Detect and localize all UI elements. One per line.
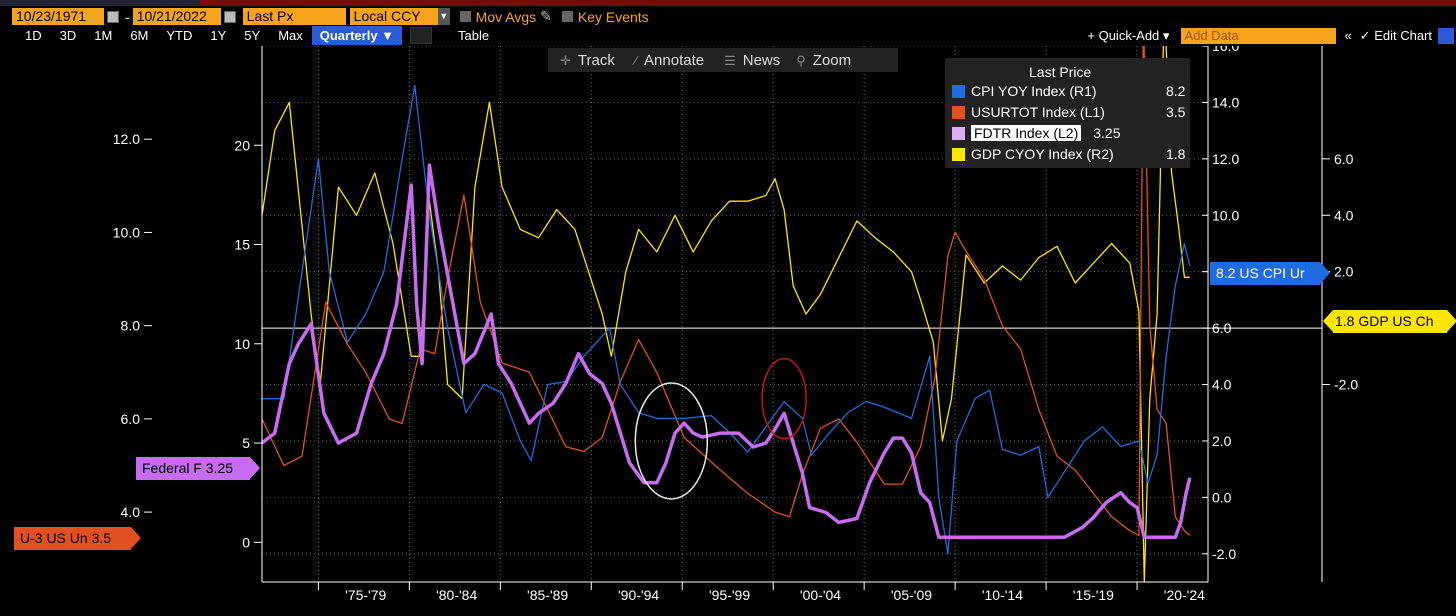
r1-tick-label: 6.0 <box>1212 320 1232 336</box>
l2-tick-label: 5 <box>242 435 250 451</box>
range-button-5y[interactable]: 5Y <box>244 28 261 43</box>
r2-tick-label: -2.0 <box>1334 377 1358 393</box>
legend-item-usurtot[interactable]: USURTOT Index (L1) 3.5 <box>952 103 1187 121</box>
l1-tick-label: 8.0 <box>121 318 141 334</box>
cpi-price-tag: 8.2 US CPI Ur <box>1210 262 1330 285</box>
end-date-field[interactable]: 10/21/2022 <box>132 8 221 25</box>
fed-price-tag: Federal F 3.25 <box>136 457 260 480</box>
annotate-tool[interactable]: ⁄ Annotate <box>634 51 705 69</box>
range-toolbar: 1D 3D 1M 6M YTD 1Y 5Y Max Quarterly ▼ Table + Q… <box>0 26 1456 45</box>
r1-tick-label: 16.0 <box>1212 46 1239 54</box>
calendar-icon[interactable] <box>107 10 119 23</box>
legend: Last Price CPI YOY Index (R1) 8.2 USURTOT… <box>945 58 1190 168</box>
calendar-icon-end[interactable] <box>223 10 236 23</box>
x-tick-label: '80-'84 <box>436 587 477 603</box>
series-line-usurtot <box>261 46 1191 537</box>
legend-item-gdp[interactable]: GDP CYOY Index (R2) 1.8 <box>952 145 1187 163</box>
annotations <box>634 357 807 500</box>
range-button-max[interactable]: Max <box>278 28 303 43</box>
zoom-tool[interactable]: ⚲ Zoom <box>796 51 852 69</box>
period-select[interactable]: Quarterly ▼ <box>311 26 403 45</box>
right-tools: + Quick-Add ▾ Add Data « ✓ Edit Chart <box>1087 26 1456 45</box>
series-line-cpi <box>262 84 1191 555</box>
table-button[interactable]: Table <box>458 28 490 43</box>
key-events-label: Key Events <box>577 8 649 25</box>
range-button-3d[interactable]: 3D <box>59 28 77 43</box>
r2-tick-label: 2.0 <box>1334 264 1354 280</box>
top-border <box>0 0 1456 6</box>
range-button-6m[interactable]: 6M <box>130 28 149 43</box>
currency-select[interactable]: Local CCY <box>349 8 438 25</box>
start-date-field[interactable]: 10/23/1971 <box>12 8 104 25</box>
annotate-icon: ⁄ <box>634 52 638 68</box>
range-button-ytd[interactable]: YTD <box>166 28 193 43</box>
mov-avgs-label: Mov Avgs <box>475 8 537 25</box>
range-button-1m[interactable]: 1M <box>94 28 113 43</box>
key-events-checkbox[interactable] <box>561 11 573 22</box>
r1-tick-label: 12.0 <box>1212 151 1239 167</box>
add-data-input[interactable]: Add Data <box>1181 27 1337 44</box>
x-tick-label: '85-'89 <box>527 587 568 603</box>
line-chart-icon[interactable] <box>410 27 433 44</box>
collapse-icon[interactable]: « <box>1344 28 1352 43</box>
r2-tick-label: 6.0 <box>1334 151 1354 167</box>
edit-chart-button[interactable]: ✓ Edit Chart <box>1359 27 1432 43</box>
x-tick-label: '00-'04 <box>800 587 841 603</box>
news-icon: ☰ <box>724 52 736 68</box>
x-tick-label: '05-'09 <box>891 587 932 603</box>
gdp-price-tag: 1.8 GDP US Ch <box>1323 310 1456 333</box>
x-tick-label: '75-'79 <box>345 587 386 603</box>
x-tick-label: '10-'14 <box>982 587 1023 603</box>
legend-item-cpi[interactable]: CPI YOY Index (R1) 8.2 <box>952 82 1187 100</box>
mov-avgs-checkbox[interactable] <box>459 11 471 22</box>
chart-area[interactable]: '75-'79 '80-'84 '85-'89 '90-'94 '95-'99 '00-'… <box>0 46 1456 616</box>
r1-tick-label: 10.0 <box>1212 207 1239 223</box>
search-icon: ⚲ <box>796 52 806 68</box>
legend-title: Last Price <box>1029 64 1092 80</box>
field-select[interactable]: Last Px <box>242 8 346 25</box>
range-buttons: 1D 3D 1M 6M YTD 1Y 5Y Max <box>16 26 312 45</box>
r2-tick-label: 4.0 <box>1334 207 1354 223</box>
axes: '75-'79 '80-'84 '85-'89 '90-'94 '95-'99 '00-'… <box>113 46 1358 603</box>
x-tick-label: '20-'24 <box>1164 587 1205 603</box>
l1-tick-label: 12.0 <box>113 131 140 147</box>
l2-tick-label: 10 <box>234 336 250 352</box>
annotation-ellipse <box>634 382 709 500</box>
l2-tick-label: 15 <box>234 237 250 253</box>
r1-tick-label: 0.0 <box>1212 489 1232 505</box>
r1-tick-label: 4.0 <box>1212 377 1232 393</box>
chevron-down-icon[interactable]: ▼ <box>437 8 450 25</box>
x-tick-label: '95-'99 <box>709 587 750 603</box>
series-lines <box>260 46 1192 583</box>
r1-tick-label: 2.0 <box>1212 433 1232 449</box>
x-tick-label: '15-'19 <box>1073 587 1114 603</box>
r1-tick-label: 14.0 <box>1212 94 1239 110</box>
track-tool[interactable]: ✛ Track <box>560 51 615 69</box>
l1-tick-label: 4.0 <box>121 504 141 520</box>
crosshair-icon: ✛ <box>560 52 571 68</box>
legend-item-fdtr[interactable]: FDTR Index (L2) 3.25 <box>952 124 1187 142</box>
annotation-ellipse <box>761 357 807 440</box>
l2-tick-label: 0 <box>242 534 250 550</box>
r1-tick-label: -2.0 <box>1212 546 1236 562</box>
quick-add-button[interactable]: + Quick-Add ▾ <box>1087 27 1170 43</box>
unemployment-price-tag: U-3 US Un 3.5 <box>14 527 141 550</box>
pencil-icon[interactable]: ✎ <box>540 8 552 24</box>
pin-icon[interactable] <box>1438 27 1454 44</box>
date-toolbar: 10/23/1971 - 10/21/2022 Last Px Local CC… <box>0 7 1456 26</box>
l1-tick-label: 6.0 <box>121 411 141 427</box>
l2-tick-label: 20 <box>234 137 250 153</box>
range-button-1y[interactable]: 1Y <box>210 28 227 43</box>
x-tick-label: '90-'94 <box>618 587 659 603</box>
news-tool[interactable]: ☰ News <box>724 51 781 69</box>
l1-tick-label: 10.0 <box>113 224 140 240</box>
chart-tools: ✛ Track ⁄ Annotate ☰ News ⚲ Zoom <box>548 48 898 72</box>
series-line-fdtr <box>260 163 1192 540</box>
range-button-1d[interactable]: 1D <box>25 28 42 43</box>
